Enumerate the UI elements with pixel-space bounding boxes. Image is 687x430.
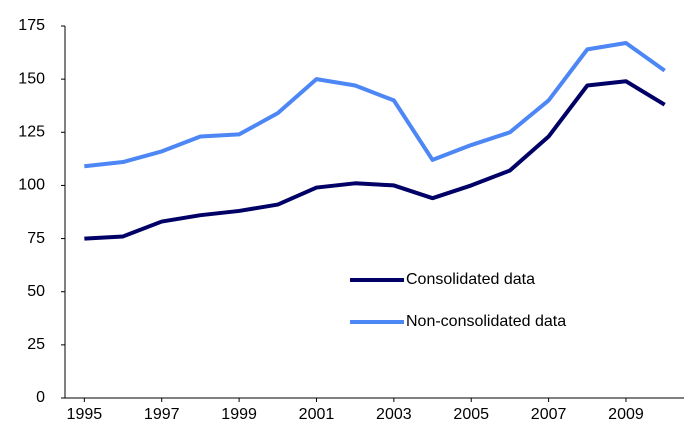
x-tick-label: 2005 [453,406,489,423]
y-tick-label: 25 [27,336,45,353]
y-tick-label: 0 [36,389,45,406]
legend-label: Non-consolidated data [406,313,566,330]
x-tick-label: 2007 [531,406,567,423]
legend-label: Consolidated data [406,271,535,288]
y-tick-label: 100 [18,177,45,194]
y-tick-label: 125 [18,124,45,141]
x-tick-label: 1997 [144,406,180,423]
y-tick-label: 50 [27,283,45,300]
x-tick-label: 2009 [608,406,644,423]
x-tick-label: 1995 [67,406,103,423]
x-tick-label: 2001 [299,406,335,423]
series-line [84,41,666,169]
x-tick-label: 2003 [376,406,412,423]
y-tick-label: 150 [18,70,45,87]
y-tick-label: 175 [18,17,45,34]
x-tick-label: 1999 [221,406,257,423]
y-tick-label: 75 [27,230,45,247]
series-line [84,79,666,241]
